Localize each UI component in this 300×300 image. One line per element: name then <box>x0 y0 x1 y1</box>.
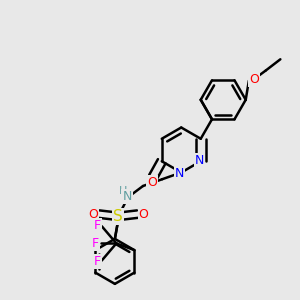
Text: O: O <box>148 176 157 189</box>
Text: H: H <box>118 186 127 196</box>
Text: O: O <box>249 73 259 86</box>
Text: F: F <box>94 255 101 268</box>
Text: O: O <box>139 208 148 220</box>
Text: O: O <box>88 208 98 220</box>
Text: F: F <box>94 219 101 232</box>
Text: S: S <box>113 209 123 224</box>
Text: F: F <box>92 237 99 250</box>
Text: N: N <box>195 154 204 167</box>
Text: N: N <box>122 190 132 203</box>
Text: N: N <box>175 167 184 180</box>
